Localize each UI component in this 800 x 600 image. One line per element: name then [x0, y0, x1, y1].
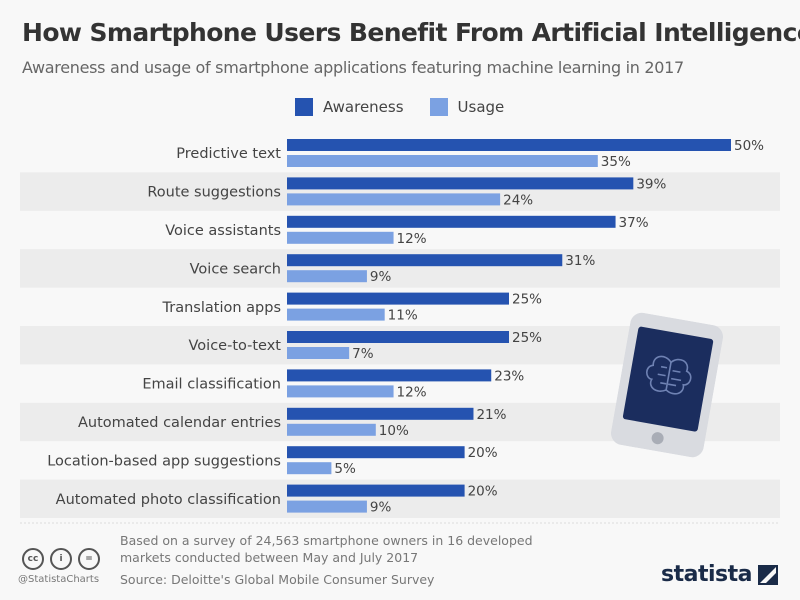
statista-logo-icon — [758, 564, 778, 585]
bar-awareness — [287, 446, 465, 459]
no-derivatives-icon: = — [78, 548, 100, 570]
category-label: Automated calendar entries — [78, 415, 281, 431]
category-label: Automated photo classification — [56, 492, 281, 508]
data-label-awareness: 50% — [734, 138, 764, 154]
data-label-usage: 7% — [352, 346, 374, 362]
category-label: Predictive text — [176, 146, 281, 162]
legend-swatch-awareness — [295, 98, 313, 116]
category-label: Voice search — [190, 261, 281, 277]
bar-awareness — [287, 215, 616, 228]
bar-usage — [287, 193, 501, 206]
bar-usage — [287, 155, 598, 167]
statista-logo: statista — [661, 562, 778, 587]
smartphone-brain-illustration — [609, 311, 725, 459]
creative-commons-icon: cc — [22, 548, 44, 570]
category-label: Location-based app suggestions — [47, 453, 281, 469]
bar-awareness — [287, 177, 634, 190]
data-label-usage: 5% — [334, 461, 356, 477]
bar-usage — [287, 500, 367, 513]
bar-usage — [287, 308, 385, 321]
data-label-usage: 11% — [388, 308, 418, 324]
chart-title: How Smartphone Users Benefit From Artifi… — [22, 18, 800, 47]
data-label-awareness: 25% — [512, 330, 542, 346]
bar-usage — [287, 270, 367, 283]
statista-wordmark: statista — [661, 562, 752, 587]
bar-usage — [287, 231, 394, 244]
data-label-usage: 12% — [397, 384, 427, 400]
data-label-awareness: 21% — [476, 407, 506, 423]
data-label-awareness: 39% — [636, 176, 666, 192]
category-label: Email classification — [142, 377, 281, 393]
chart-subtitle: Awareness and usage of smartphone applic… — [22, 58, 684, 77]
data-label-awareness: 20% — [468, 445, 498, 461]
category-label: Voice-to-text — [189, 338, 282, 354]
data-label-awareness: 31% — [565, 253, 595, 269]
category-label: Route suggestions — [147, 185, 281, 201]
legend-swatch-usage — [429, 98, 448, 116]
legend-item-usage: Usage — [429, 98, 505, 116]
data-label-usage: 10% — [379, 423, 409, 439]
data-label-usage: 12% — [397, 231, 427, 247]
legend: Awareness Usage — [295, 98, 504, 116]
data-label-awareness: 37% — [619, 215, 649, 231]
survey-note-line1: Based on a survey of 24,563 smartphone o… — [120, 533, 533, 548]
twitter-handle: @StatistaCharts — [18, 574, 100, 585]
bar-awareness — [287, 331, 509, 343]
attribution-icon: i — [50, 548, 72, 570]
bar-awareness — [287, 369, 492, 382]
data-label-usage: 35% — [601, 154, 631, 170]
bar-usage — [287, 423, 376, 436]
legend-item-awareness: Awareness — [295, 98, 404, 116]
data-label-usage: 24% — [503, 192, 533, 208]
bar-awareness — [287, 254, 563, 267]
bar-usage — [287, 462, 332, 475]
bar-awareness — [287, 292, 509, 305]
bar-awareness — [287, 139, 731, 151]
data-label-usage: 9% — [370, 269, 392, 285]
category-label: Translation apps — [162, 300, 281, 316]
survey-note-line2: markets conducted between May and July 2… — [120, 550, 419, 565]
bar-awareness — [287, 407, 474, 420]
bar-usage — [287, 385, 394, 398]
category-label: Voice assistants — [165, 223, 281, 239]
data-label-awareness: 25% — [512, 292, 542, 308]
source-note: Source: Deloitte's Global Mobile Consume… — [120, 572, 435, 587]
bar-awareness — [287, 484, 465, 497]
data-label-awareness: 20% — [468, 484, 498, 500]
data-label-usage: 9% — [370, 500, 392, 516]
legend-label-awareness: Awareness — [323, 98, 404, 116]
bar-usage — [287, 347, 350, 359]
legend-label-usage: Usage — [457, 98, 505, 116]
data-label-awareness: 23% — [494, 368, 524, 384]
